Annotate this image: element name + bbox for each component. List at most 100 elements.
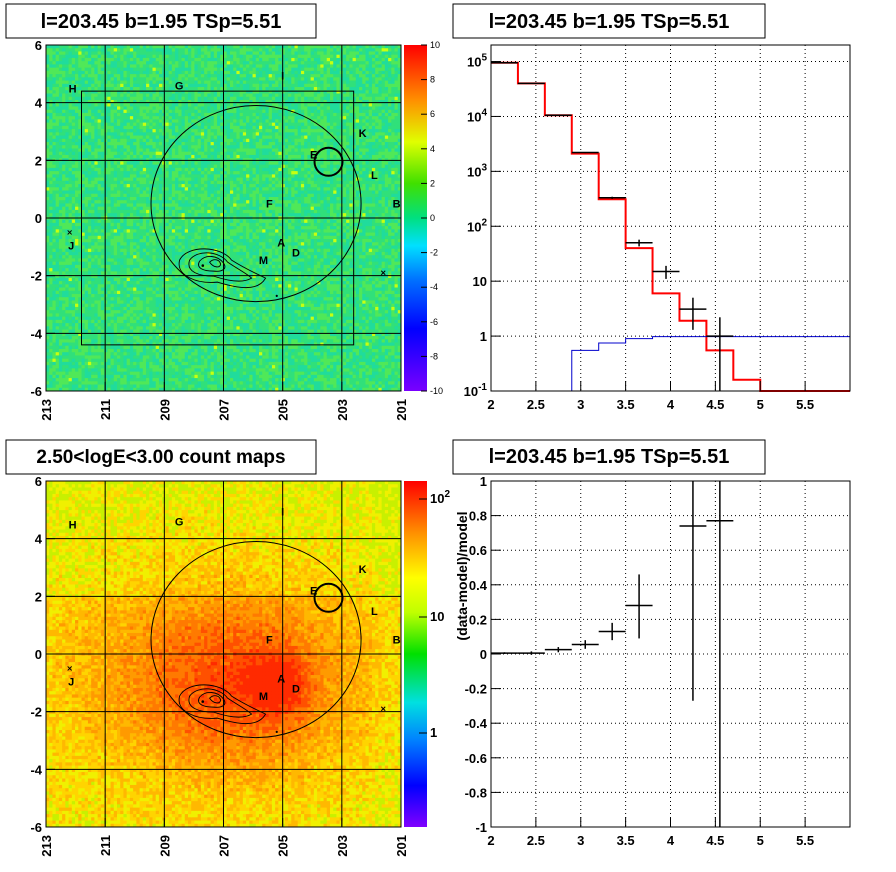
map-pixel [175, 77, 179, 82]
map-pixel [178, 361, 183, 366]
map-pixel [191, 371, 195, 376]
map-pixel [58, 303, 63, 308]
map-pixel [78, 77, 82, 82]
map-pixel [133, 48, 137, 52]
map-pixel [126, 177, 131, 182]
map-pixel [46, 239, 50, 243]
map-pixel [78, 381, 82, 386]
map-pixel [171, 74, 176, 78]
map-pixel [155, 355, 160, 360]
map-pixel [129, 193, 134, 198]
map-pixel [155, 293, 160, 298]
map-pixel [126, 339, 131, 343]
map-pixel [104, 193, 108, 198]
map-pixel [149, 232, 153, 237]
map-pixel [168, 248, 173, 253]
map-pixel [55, 326, 60, 331]
map-pixel [78, 209, 82, 214]
map-pixel [178, 83, 183, 88]
map-pixel [87, 187, 92, 192]
map-pixel [146, 326, 150, 331]
map-pixel [58, 164, 63, 169]
map-pixel [46, 177, 50, 182]
map-pixel [107, 132, 112, 137]
map-pixel [178, 339, 183, 343]
map-pixel [152, 319, 157, 324]
map-pixel [55, 264, 60, 269]
map-pixel [117, 119, 121, 124]
map-pixel [136, 242, 141, 246]
map-pixel [194, 196, 199, 201]
map-pixel [97, 154, 102, 159]
map-pixel [62, 80, 66, 85]
map-pixel [146, 145, 150, 149]
map-pixel [165, 232, 170, 237]
map-pixel [46, 378, 50, 382]
map-pixel [191, 290, 195, 295]
map-pixel [91, 355, 95, 360]
map-pixel [97, 119, 102, 124]
map-pixel [117, 300, 121, 305]
map-pixel [46, 352, 50, 356]
map-pixel [120, 336, 124, 340]
map-pixel [110, 293, 115, 298]
map-pixel [149, 145, 153, 149]
map-pixel [58, 213, 63, 217]
map-pixel [62, 248, 66, 253]
map-pixel [58, 48, 63, 52]
map-pixel [94, 365, 99, 369]
map-pixel [87, 342, 92, 347]
map-pixel [84, 67, 89, 72]
map-pixel [126, 206, 131, 211]
map-pixel [55, 154, 60, 159]
map-pixel [126, 184, 131, 188]
map-pixel [175, 242, 179, 246]
map-pixel [97, 187, 102, 192]
map-pixel [81, 281, 86, 285]
map-pixel [94, 271, 99, 276]
map-pixel [158, 129, 163, 133]
map-pixel [158, 316, 163, 321]
map-pixel [188, 378, 192, 382]
map-pixel [129, 232, 134, 237]
map-pixel [97, 319, 102, 324]
map-pixel [62, 336, 66, 340]
map-pixel [104, 300, 108, 305]
map-pixel [155, 342, 160, 347]
map-pixel [68, 213, 73, 217]
map-pixel [149, 51, 153, 56]
map-pixel [129, 235, 134, 240]
map-pixel [136, 239, 141, 243]
map-pixel [194, 96, 199, 101]
map-pixel [184, 329, 189, 334]
map-pixel [100, 387, 105, 391]
map-pixel [126, 352, 131, 356]
map-pixel [165, 323, 170, 327]
map-pixel [129, 132, 134, 137]
map-pixel [97, 51, 102, 56]
map-pixel [65, 274, 70, 279]
map-pixel [49, 138, 53, 143]
map-pixel [110, 261, 115, 266]
map-pixel [58, 74, 63, 78]
map-pixel [191, 174, 195, 179]
map-pixel [97, 258, 102, 263]
map-pixel [181, 358, 186, 363]
map-pixel [78, 200, 82, 204]
map-pixel [158, 206, 163, 211]
map-pixel [188, 93, 192, 98]
map-pixel [58, 242, 63, 246]
map-pixel [142, 355, 147, 360]
map-pixel [129, 329, 134, 334]
map-pixel [55, 193, 60, 198]
map-pixel [46, 361, 50, 366]
map-pixel [75, 161, 79, 166]
map-pixel [97, 245, 102, 250]
map-pixel [155, 239, 160, 243]
map-pixel [165, 297, 170, 301]
map-pixel [155, 387, 160, 391]
map-pixel [52, 323, 57, 327]
map-pixel [58, 268, 63, 272]
map-pixel [188, 371, 192, 376]
map-pixel [104, 180, 108, 185]
